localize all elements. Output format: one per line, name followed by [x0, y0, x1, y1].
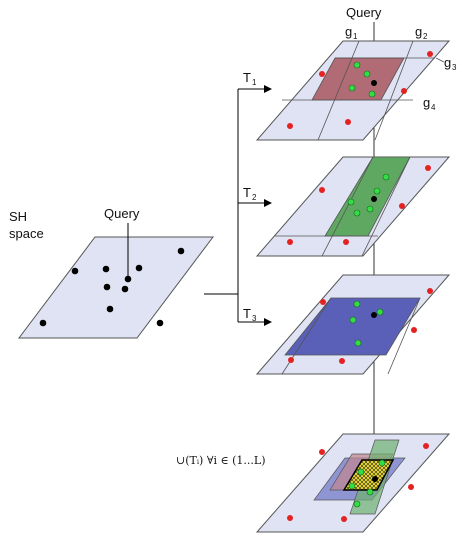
grid-label-g4: g 4 — [423, 95, 436, 112]
svg-text:3: 3 — [252, 314, 257, 323]
data-point — [156, 319, 164, 327]
svg-text:T: T — [243, 306, 251, 321]
data-point — [103, 283, 111, 291]
red-point — [399, 203, 405, 209]
svg-text:1: 1 — [252, 78, 257, 87]
red-point — [345, 119, 351, 125]
svg-text:3: 3 — [452, 63, 457, 72]
green-point — [353, 61, 361, 69]
grid-label-g3: g 3 — [444, 55, 457, 72]
green-point — [354, 339, 362, 347]
svg-text:g: g — [423, 95, 430, 110]
left-query-label: Query — [104, 206, 140, 221]
sh-space-label-line1: SH — [9, 209, 27, 224]
red-point — [341, 516, 347, 522]
union-plane: ∪(Tᵢ) ∀i ∈ (1...L) — [176, 433, 451, 533]
hash-table-plane-t1: g 1 g 2 g 3 g 4 — [255, 24, 457, 141]
table-label-t1: T 1 — [243, 70, 257, 87]
data-point — [102, 265, 110, 273]
arrow-head-t1 — [264, 85, 272, 93]
red-point — [319, 449, 325, 455]
svg-text:g: g — [444, 55, 451, 70]
svg-text:1: 1 — [353, 32, 358, 41]
svg-text:4: 4 — [431, 103, 436, 112]
green-point — [347, 198, 355, 206]
branch-arrows — [204, 88, 266, 323]
green-point — [363, 70, 371, 78]
red-point — [287, 123, 293, 129]
svg-text:g: g — [345, 24, 352, 39]
hash-table-plane-t3 — [255, 274, 451, 375]
sh-space-plane — [17, 236, 215, 339]
query-point — [371, 196, 377, 202]
grid-label-g2: g 2 — [415, 24, 428, 41]
right-query-label: Query — [346, 5, 382, 20]
red-point — [401, 88, 407, 94]
svg-text:g: g — [415, 24, 422, 39]
green-point — [348, 84, 356, 92]
sh-space-points — [39, 247, 185, 327]
red-point — [427, 51, 433, 57]
arrow-heads — [264, 85, 272, 326]
green-point — [382, 173, 390, 181]
red-point — [427, 288, 433, 294]
red-point — [287, 239, 293, 245]
green-point — [378, 459, 386, 467]
green-point — [376, 308, 384, 316]
arrow-head-t2 — [264, 199, 272, 207]
green-point — [366, 488, 374, 496]
arrow-head-t3 — [264, 318, 272, 326]
red-point — [423, 443, 429, 449]
svg-text:T: T — [243, 70, 251, 85]
red-point — [339, 358, 345, 364]
red-point — [287, 515, 293, 521]
green-point — [353, 500, 361, 508]
green-point — [349, 316, 357, 324]
sh-space-panel: SH space Query — [9, 206, 215, 339]
red-point — [343, 239, 349, 245]
data-point — [177, 247, 185, 255]
union-formula: ∪(Tᵢ) ∀i ∈ (1...L) — [176, 454, 266, 467]
table-label-t3: T 3 — [243, 306, 257, 323]
svg-text:2: 2 — [423, 32, 428, 41]
query-point — [371, 80, 377, 86]
table-label-t2: T 2 — [243, 185, 257, 202]
green-point — [348, 482, 356, 490]
t3-query-bucket — [284, 297, 421, 356]
data-point — [71, 267, 79, 275]
green-point — [368, 90, 376, 98]
query-point — [124, 275, 132, 283]
query-point — [371, 312, 377, 318]
red-point — [319, 187, 325, 193]
green-point — [353, 209, 361, 217]
green-point — [373, 187, 381, 195]
data-point — [121, 285, 129, 293]
red-point — [411, 327, 417, 333]
green-point — [366, 205, 374, 213]
svg-text:2: 2 — [252, 193, 257, 202]
red-point — [288, 357, 294, 363]
red-point — [320, 299, 326, 305]
green-point — [357, 468, 365, 476]
data-point — [106, 305, 114, 313]
data-point — [135, 264, 143, 272]
red-point — [408, 484, 414, 490]
query-point — [372, 476, 378, 482]
hash-table-plane-t2 — [255, 156, 451, 257]
data-point — [39, 319, 47, 327]
sh-space-label-line2: space — [9, 226, 44, 241]
svg-text:T: T — [243, 185, 251, 200]
red-point — [425, 165, 431, 171]
grid-label-g1: g 1 — [345, 24, 358, 41]
red-point — [319, 71, 325, 77]
green-point — [353, 300, 361, 308]
